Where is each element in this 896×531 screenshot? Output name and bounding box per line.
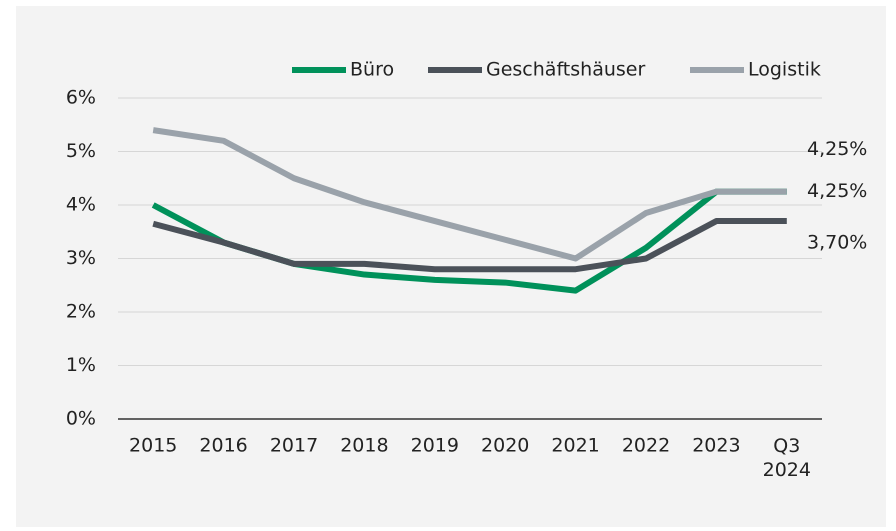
line xyxy=(152,218,787,273)
y-tick-label: 4% xyxy=(66,194,96,216)
x-tick-label: 2018 xyxy=(340,435,388,457)
y-tick-label: 0% xyxy=(66,408,96,430)
legend-label: Büro xyxy=(350,59,394,81)
x-tick-label: 2015 xyxy=(129,435,177,457)
x-tick-label: 2022 xyxy=(622,435,670,457)
y-tick-label: 1% xyxy=(66,354,96,376)
x-tick-label: 2021 xyxy=(551,435,599,457)
legend-label: Geschäftshäuser xyxy=(486,59,645,81)
y-tick-label: 6% xyxy=(66,87,96,109)
x-tick-label: 2017 xyxy=(270,435,318,457)
data-label: 4,25% xyxy=(807,138,867,160)
x-tick-label: 2020 xyxy=(481,435,529,457)
data-label: 4,25% xyxy=(807,180,867,202)
x-tick-label: 2019 xyxy=(411,435,459,457)
y-tick-label: 3% xyxy=(66,247,96,269)
line xyxy=(152,127,787,262)
legend-label: Logistik xyxy=(748,59,821,81)
data-label: 3,70% xyxy=(807,232,867,254)
x-tick-label: 2023 xyxy=(692,435,740,457)
x-tick-label: 2016 xyxy=(199,435,247,457)
x-tick-label: Q3 2024 xyxy=(763,435,811,481)
y-tick-label: 2% xyxy=(66,301,96,323)
y-tick-label: 5% xyxy=(66,140,96,162)
